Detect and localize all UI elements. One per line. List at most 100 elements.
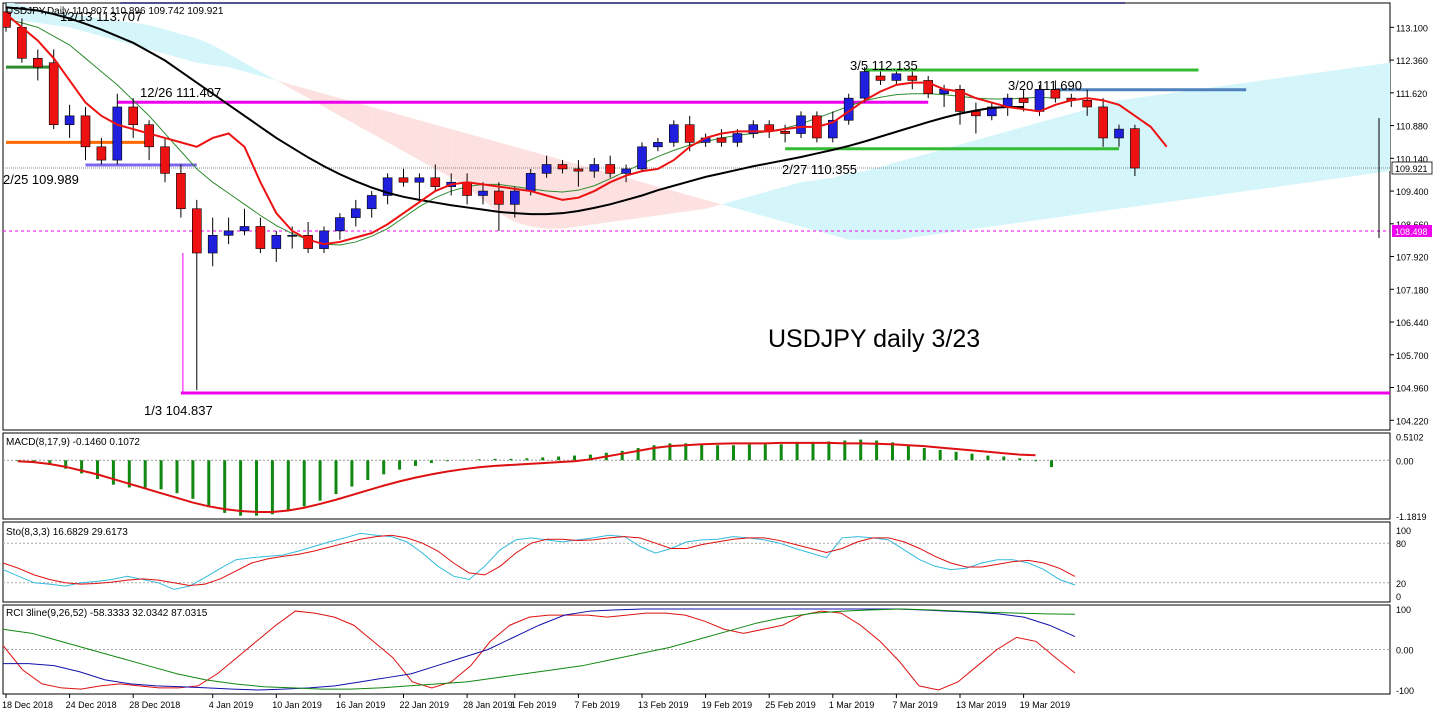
candle-body	[463, 182, 472, 195]
candle-body	[908, 76, 917, 80]
cloud-segment	[451, 129, 467, 187]
candle-body	[606, 165, 615, 174]
cloud-segment	[944, 145, 960, 233]
candle-body	[367, 195, 376, 208]
candle-body	[65, 116, 74, 125]
candle-body	[1099, 107, 1108, 138]
candle-body	[558, 165, 567, 169]
x-tick-label: 19 Feb 2019	[702, 700, 753, 710]
candle-body	[320, 231, 329, 249]
level-price-label: 108.498	[1395, 227, 1428, 237]
cloud-segment	[165, 30, 181, 59]
cloud-segment	[1358, 65, 1374, 176]
macd-tick-label: -1.1819	[1396, 512, 1427, 522]
x-tick-label: 28 Jan 2019	[463, 700, 513, 710]
cloud-segment	[435, 125, 451, 178]
candle-body	[653, 142, 662, 146]
x-tick-label: 7 Feb 2019	[574, 700, 620, 710]
cloud-segment	[1183, 89, 1199, 200]
cloud-segment	[1071, 109, 1087, 215]
cloud-segment	[1278, 76, 1294, 187]
candle-body	[638, 147, 647, 169]
x-tick-label: 18 Dec 2018	[2, 700, 53, 710]
candle-body	[113, 107, 122, 160]
pane-sto	[3, 522, 1390, 602]
x-tick-label: 25 Feb 2019	[765, 700, 816, 710]
candle-body	[669, 125, 678, 143]
candle-body	[431, 178, 440, 187]
cloud-segment	[785, 182, 801, 226]
y-tick-label: 104.220	[1396, 416, 1429, 426]
candle-body	[510, 191, 519, 204]
x-tick-label: 7 Mar 2019	[892, 700, 938, 710]
candle-body	[17, 27, 26, 58]
candle-body	[192, 209, 201, 253]
candle-body	[781, 131, 790, 133]
cloud-segment	[881, 162, 897, 239]
cloud-segment	[1405, 58, 1421, 169]
cloud-segment	[928, 149, 944, 235]
cloud-segment	[833, 173, 849, 239]
cloud-segment	[499, 142, 515, 222]
cloud-segment	[1246, 80, 1262, 191]
candle-body	[240, 226, 249, 230]
level-label-1: 12/26 111.407	[140, 85, 221, 100]
candle-body	[145, 125, 154, 147]
sto-tick-label: 0	[1396, 592, 1401, 602]
sto-tick-label: 80	[1396, 539, 1406, 549]
candle-body	[479, 191, 488, 195]
cloud-segment	[1262, 78, 1278, 189]
candle-body	[860, 72, 869, 99]
y-tick-label: 109.400	[1396, 187, 1429, 197]
cloud-segment	[149, 25, 165, 54]
sto-header: Sto(8,3,3) 16.6829 29.6173	[6, 527, 128, 538]
cloud-segment	[912, 153, 928, 237]
x-tick-label: 24 Dec 2018	[66, 700, 117, 710]
level-label-5: 3/5 112.135	[850, 58, 918, 73]
cloud-segment	[865, 167, 881, 240]
x-tick-label: 10 Jan 2019	[272, 700, 322, 710]
cloud-segment	[1167, 91, 1183, 202]
cloud-segment	[817, 178, 833, 236]
x-tick-label: 28 Dec 2018	[129, 700, 180, 710]
candle-body	[494, 191, 503, 204]
candle-body	[81, 116, 90, 147]
candle-body	[1083, 100, 1092, 107]
candle-body	[399, 178, 408, 182]
candle-body	[288, 235, 297, 236]
rci-header: RCI 3line(9,26,52) -58.3333 32.0342 87.0…	[6, 608, 208, 619]
y-tick-label: 112.360	[1396, 56, 1428, 66]
cloud-segment	[133, 23, 149, 50]
candle-body	[49, 63, 58, 125]
cloud-segment	[1421, 56, 1436, 167]
cloud-segment	[753, 191, 769, 218]
cloud-segment	[181, 34, 197, 63]
candle-body	[176, 173, 185, 208]
cloud-segment	[1214, 85, 1230, 196]
candle-body	[685, 125, 694, 143]
y-tick-label: 106.440	[1396, 318, 1429, 328]
x-tick-label: 1 Feb 2019	[511, 700, 557, 710]
candle-body	[542, 165, 551, 174]
candle-body	[1019, 98, 1028, 102]
candle-body	[33, 58, 42, 67]
candle-body	[272, 235, 281, 248]
candle-body	[161, 147, 170, 174]
candle-body	[590, 165, 599, 172]
macd-header: MACD(8,17,9) -0.1460 0.1072	[6, 437, 140, 448]
pane-main	[3, 3, 1390, 430]
sto-tick-label: 100	[1396, 526, 1411, 536]
candle-body	[717, 138, 726, 142]
cloud-segment	[1326, 69, 1342, 180]
chart-title: USDJPY daily 3/23	[768, 325, 980, 353]
x-tick-label: 16 Jan 2019	[336, 700, 386, 710]
candle-body	[351, 209, 360, 218]
candle-body	[733, 134, 742, 143]
candle-body	[208, 235, 217, 253]
y-tick-label: 104.960	[1396, 384, 1429, 394]
candle-body	[97, 147, 106, 160]
y-tick-label: 105.700	[1396, 351, 1429, 361]
candle-body	[622, 169, 631, 173]
rci-tick-label: 0.00	[1396, 646, 1414, 656]
